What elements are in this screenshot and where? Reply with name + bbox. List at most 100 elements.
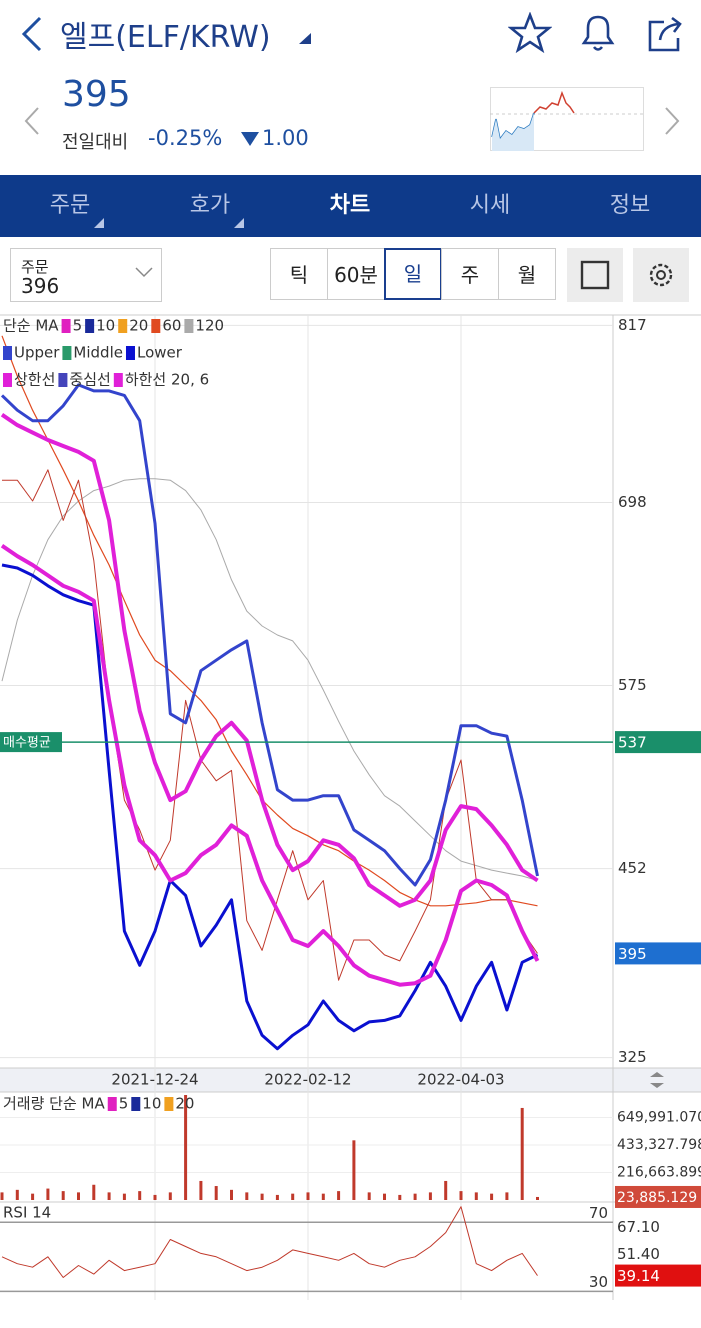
rsi-level-label: 30 [589, 1273, 608, 1291]
period-button[interactable]: 월 [498, 248, 556, 300]
legend-label: 60 [162, 317, 181, 335]
line-series [0, 413, 539, 908]
order-box[interactable] [10, 248, 162, 302]
line-series [0, 383, 539, 887]
legend-label: Lower [137, 344, 183, 362]
order-value: 396 [21, 274, 60, 298]
volume-bar [428, 1192, 432, 1200]
avg-price-tag [615, 731, 701, 754]
share-icon[interactable] [644, 12, 688, 54]
tab-marker [234, 218, 244, 228]
change-label: 전일대비 [62, 132, 129, 153]
volume-bar [398, 1194, 402, 1200]
legend-swatch [131, 1097, 141, 1111]
order-dropdown[interactable] [134, 266, 154, 280]
x-tick-label: 2021-12-24 [111, 1071, 198, 1089]
volume-bar [260, 1193, 264, 1200]
line-series [1, 563, 539, 1051]
rsi-level-label: 70 [589, 1204, 608, 1222]
title[interactable]: 엘프(ELF/KRW) [60, 20, 271, 55]
y-tick-label: 51.40 [617, 1245, 660, 1263]
volume-bar [77, 1192, 80, 1200]
line-series [1, 1206, 538, 1278]
legend-swatch [113, 373, 123, 387]
volume-bar [138, 1191, 142, 1200]
volume-bar [520, 1107, 524, 1200]
change-pct: -0.25% [148, 126, 223, 150]
change-abs: 1.00 [262, 126, 309, 150]
volume-bar [199, 1180, 203, 1200]
y-tick-label: 649,991.070 [617, 1109, 701, 1125]
legend-label: 120 [195, 317, 224, 335]
volume-bar [31, 1193, 35, 1200]
volume-value: 23,885.129 [617, 1190, 697, 1206]
volume-bar [367, 1192, 371, 1200]
volume-bar [383, 1193, 386, 1200]
next-arrow[interactable] [662, 106, 682, 136]
volume-bar [153, 1194, 157, 1200]
volume-bar [168, 1192, 172, 1200]
volume-bar [61, 1191, 65, 1200]
y-tick-label: 698 [618, 493, 647, 511]
volume-bar [92, 1184, 96, 1200]
legend-swatch [118, 319, 128, 333]
tab[interactable]: 주문 [49, 193, 91, 218]
tab-active[interactable]: 차트 [329, 193, 371, 218]
x-tick-label: 2022-02-12 [264, 1071, 351, 1089]
rsi-tag [615, 1264, 701, 1287]
down-triangle [241, 132, 259, 146]
legend-swatch [3, 373, 12, 387]
volume-bar [490, 1193, 494, 1200]
volume-bar [230, 1189, 233, 1200]
legend-label: 5 [73, 317, 83, 335]
volume-bar [245, 1192, 249, 1200]
volume-bar [505, 1192, 509, 1200]
tab[interactable]: 시세 [469, 193, 511, 218]
legend-swatch [62, 346, 72, 360]
legend-label: 5 [119, 1095, 129, 1113]
y-tick-label: 452 [618, 859, 647, 877]
layout-button[interactable] [567, 248, 623, 302]
volume-bar [321, 1193, 325, 1200]
volume-bar [337, 1191, 341, 1200]
avg-price-badge [0, 732, 62, 753]
legend-label: Middle [73, 344, 123, 362]
legend-swatch [58, 373, 68, 387]
volume-bar [444, 1180, 448, 1200]
avg-price-label: 매수평균 [3, 736, 51, 751]
legend-label: Upper [14, 344, 60, 362]
y-tick-label: 433,327.798 [617, 1137, 701, 1153]
volume-bar [306, 1192, 310, 1200]
volume-bar [107, 1192, 111, 1200]
legend-label: 10 [96, 317, 115, 335]
favorite-icon[interactable] [508, 12, 552, 54]
x-tick-label: 2022-04-03 [417, 1071, 504, 1089]
volume-bar [0, 1192, 4, 1200]
y-tick-label: 216,663.899 [617, 1164, 701, 1180]
legend-label: 단순 MA [3, 317, 59, 335]
prev-arrow[interactable] [22, 106, 42, 136]
volume-bar [184, 1095, 188, 1200]
dropdown-arrow[interactable] [297, 32, 313, 46]
legend-swatch [61, 319, 71, 333]
legend-swatch [125, 346, 135, 360]
avg-price-value: 537 [618, 734, 647, 752]
volume-bar [15, 1189, 19, 1200]
panel-title: 거래량 단순 MA [3, 1095, 105, 1113]
legend-swatch [85, 319, 95, 333]
tab-bar [0, 175, 701, 237]
legend-swatch [107, 1097, 117, 1111]
panel-title: RSI 14 [3, 1204, 51, 1222]
tab[interactable]: 호가 [189, 193, 231, 218]
alarm-icon[interactable] [576, 12, 620, 54]
line-series [1, 335, 538, 907]
back-button[interactable] [18, 14, 46, 54]
legend-label: 하한선 20, 6 [125, 371, 209, 389]
mini-chart[interactable] [490, 87, 644, 151]
legend-swatch [3, 346, 12, 360]
tab[interactable]: 정보 [609, 193, 651, 218]
settings-button[interactable] [633, 248, 689, 302]
volume-bar [275, 1194, 279, 1200]
